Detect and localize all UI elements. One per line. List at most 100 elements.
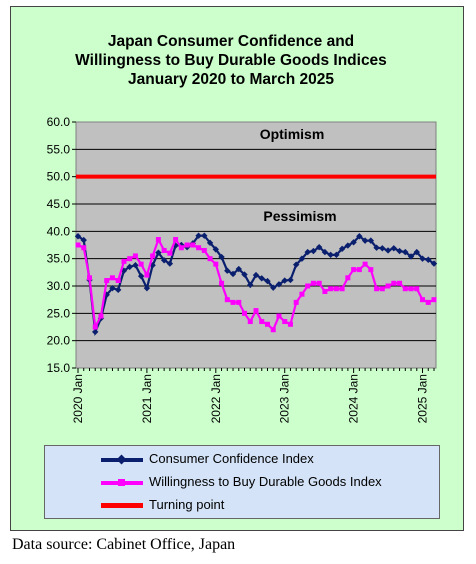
data-point-durable-goods <box>385 283 391 289</box>
y-tick-label: 25.0 <box>47 306 71 320</box>
data-point-consumer-confidence <box>206 239 214 247</box>
x-tick-label: 2021 Jan <box>140 374 154 423</box>
data-point-consumer-confidence <box>224 267 231 274</box>
data-point-consumer-confidence <box>252 271 260 279</box>
data-point-consumer-confidence <box>270 284 277 291</box>
data-point-consumer-confidence <box>218 253 225 261</box>
plot-area <box>75 121 437 369</box>
x-axis-ticks: 2020 Jan 2021 Jan 2022 Jan 2023 Jan 2024 Jan… <box>71 368 435 423</box>
data-point-consumer-confidence <box>379 245 386 252</box>
data-point-durable-goods <box>127 256 133 262</box>
chart-title-line-1: Japan Consumer Confidence and <box>108 33 354 50</box>
y-tick-label: 50.0 <box>47 170 71 184</box>
data-point-consumer-confidence <box>74 233 82 240</box>
legend-item-turning-point: Turning point <box>45 496 439 516</box>
data-point-durable-goods <box>201 247 207 253</box>
data-point-durable-goods <box>425 299 431 305</box>
pessimism-label: Pessimism <box>263 208 336 224</box>
data-point-durable-goods <box>161 247 167 253</box>
data-point-consumer-confidence <box>321 248 329 256</box>
data-point-consumer-confidence <box>80 236 87 244</box>
data-point-consumer-confidence <box>126 263 133 271</box>
data-point-consumer-confidence <box>315 243 323 251</box>
data-point-durable-goods <box>104 278 110 284</box>
legend-label-durable-goods: Willingness to Buy Durable Goods Index <box>149 474 382 489</box>
y-tick-label: 45.0 <box>47 197 71 211</box>
data-point-durable-goods <box>351 267 357 273</box>
data-point-durable-goods <box>196 245 202 251</box>
data-point-consumer-confidence <box>258 275 265 282</box>
y-tick-label: 20.0 <box>47 334 71 348</box>
optimism-label: Optimism <box>260 126 325 142</box>
data-point-consumer-confidence <box>327 251 334 259</box>
x-tick-label: 2020 Jan <box>71 374 85 423</box>
data-point-consumer-confidence <box>137 272 145 280</box>
data-point-durable-goods <box>121 258 127 264</box>
data-point-consumer-confidence <box>407 253 415 260</box>
data-point-durable-goods <box>167 250 173 256</box>
data-point-consumer-confidence <box>264 277 271 285</box>
data-point-consumer-confidence <box>298 255 306 262</box>
data-point-durable-goods <box>322 288 328 294</box>
data-point-consumer-confidence <box>413 248 420 256</box>
x-tick-label: 2023 Jan <box>278 374 292 423</box>
data-point-consumer-confidence <box>333 251 340 259</box>
data-point-consumer-confidence <box>292 261 300 268</box>
data-point-durable-goods <box>150 253 156 259</box>
legend-item-durable-goods: Willingness to Buy Durable Goods Index <box>45 473 439 493</box>
data-point-consumer-confidence <box>367 237 375 244</box>
data-point-durable-goods <box>368 267 374 273</box>
data-point-durable-goods <box>362 261 368 267</box>
data-point-durable-goods <box>408 286 414 292</box>
series-layer <box>74 174 438 337</box>
data-point-consumer-confidence <box>396 247 403 255</box>
data-point-durable-goods <box>339 286 345 292</box>
data-point-durable-goods <box>173 237 179 243</box>
data-point-consumer-confidence <box>419 255 426 262</box>
data-point-durable-goods <box>115 278 121 284</box>
data-point-durable-goods <box>299 291 305 297</box>
legend-square-marker <box>118 479 125 486</box>
legend-swatch-turning-point <box>101 503 143 508</box>
data-point-durable-goods <box>374 286 380 292</box>
data-point-durable-goods <box>242 310 248 316</box>
data-point-durable-goods <box>391 280 397 286</box>
legend: Consumer Confidence Index Willingness to… <box>44 445 440 519</box>
data-point-durable-goods <box>345 275 351 281</box>
data-point-consumer-confidence <box>430 260 438 267</box>
data-point-durable-goods <box>287 321 293 327</box>
data-point-durable-goods <box>144 272 150 278</box>
data-point-durable-goods <box>190 242 196 248</box>
data-point-durable-goods <box>397 280 403 286</box>
legend-item-consumer-confidence: Consumer Confidence Index <box>45 450 439 470</box>
data-point-durable-goods <box>224 297 230 303</box>
data-point-durable-goods <box>132 253 138 259</box>
data-point-consumer-confidence <box>247 281 254 289</box>
data-point-durable-goods <box>81 245 87 251</box>
data-point-consumer-confidence <box>310 247 317 255</box>
data-point-consumer-confidence <box>275 281 283 288</box>
data-point-consumer-confidence <box>92 328 99 336</box>
x-tick-label: 2022 Jan <box>209 374 223 423</box>
data-point-consumer-confidence <box>287 276 294 284</box>
data-point-consumer-confidence <box>109 284 116 292</box>
data-point-consumer-confidence <box>304 248 311 256</box>
data-point-consumer-confidence <box>281 277 288 284</box>
data-point-durable-goods <box>270 327 276 333</box>
data-point-durable-goods <box>328 286 334 292</box>
y-tick-label: 60.0 <box>47 115 71 129</box>
data-point-consumer-confidence <box>241 271 248 278</box>
data-point-consumer-confidence <box>195 232 202 239</box>
data-point-consumer-confidence <box>229 270 237 278</box>
legend-diamond-marker <box>116 454 127 465</box>
data-point-durable-goods <box>333 286 339 292</box>
y-tick-label: 15.0 <box>47 361 71 375</box>
legend-label-turning-point: Turning point <box>149 497 225 512</box>
data-point-durable-goods <box>109 275 115 281</box>
y-tick-label: 30.0 <box>47 279 71 293</box>
data-point-durable-goods <box>379 286 385 292</box>
data-point-consumer-confidence <box>384 247 392 254</box>
data-point-consumer-confidence <box>114 286 122 294</box>
data-point-consumer-confidence <box>425 256 432 263</box>
